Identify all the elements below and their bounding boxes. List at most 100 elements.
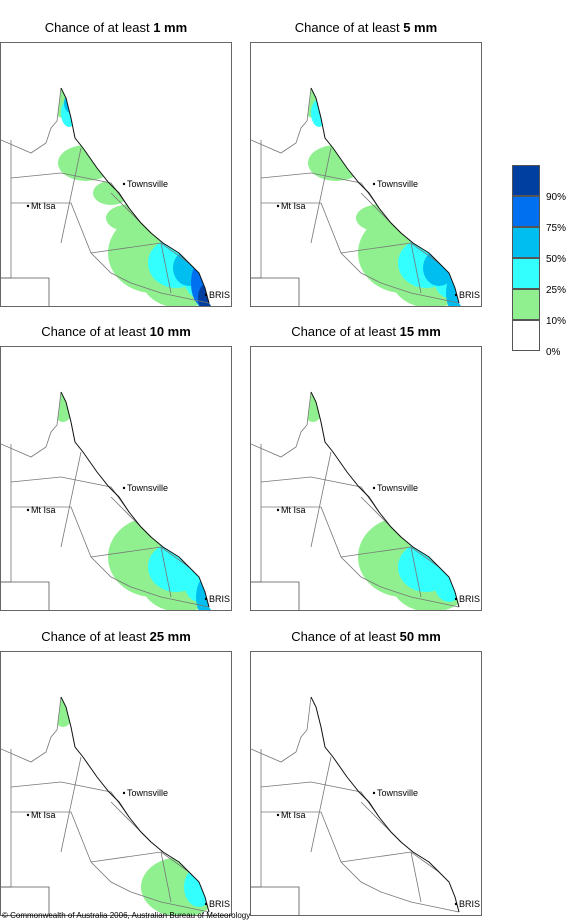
- district-boundary: [410, 242, 422, 294]
- district-boundary: [10, 781, 130, 818]
- district-boundary: [11, 202, 210, 304]
- district-boundary: [260, 476, 380, 513]
- inset-box: [251, 886, 300, 915]
- townsville-label: Townsville: [127, 788, 168, 798]
- probability-area: [64, 93, 78, 113]
- mt-isa-label: Mt Isa: [31, 505, 56, 515]
- district-boundary: [251, 391, 312, 458]
- district-boundary: [261, 202, 460, 304]
- brisbane-label: BRIS: [209, 899, 230, 909]
- brisbane-label: BRIS: [209, 594, 230, 604]
- district-boundary: [1, 696, 62, 763]
- district-boundary: [310, 756, 332, 853]
- district-boundary: [310, 451, 332, 548]
- legend-swatch-90: [512, 165, 540, 196]
- panel-title: Chance of at least 50 mm: [291, 629, 441, 644]
- mt-isa-label: Mt Isa: [31, 201, 56, 211]
- district-boundary: [260, 781, 380, 818]
- town-marker: [276, 813, 280, 817]
- inset-box: [251, 581, 300, 610]
- district-boundary: [260, 172, 380, 209]
- district-boundary: [340, 851, 440, 873]
- district-boundary: [251, 696, 312, 763]
- district-boundary: [410, 546, 422, 598]
- town-marker: [122, 791, 126, 795]
- town-marker: [372, 486, 376, 490]
- town-marker: [122, 486, 126, 490]
- panel-title: Chance of at least 15 mm: [291, 324, 441, 339]
- townsville-label: Townsville: [127, 179, 168, 189]
- brisbane-label: BRIS: [459, 594, 480, 604]
- district-boundary: [11, 811, 210, 913]
- panel-title: Chance of at least 1 mm: [44, 20, 188, 35]
- rainfall-probability-shading: [53, 697, 211, 915]
- rainfall-probability-shading: [303, 88, 461, 306]
- rainfall-map: Townsville Mt Isa BRIS: [0, 42, 232, 307]
- town-marker: [122, 182, 126, 186]
- town-marker: [204, 293, 208, 297]
- district-boundary: [60, 756, 82, 853]
- inset-box: [1, 886, 50, 915]
- panel-title: Chance of at least 25 mm: [41, 629, 191, 644]
- brisbane-label: BRIS: [459, 290, 480, 300]
- district-boundary: [160, 242, 172, 294]
- district-boundary: [60, 451, 82, 548]
- map-svg: Townsville Mt Isa BRIS: [251, 391, 480, 610]
- panel-title: Chance of at least 10 mm: [41, 324, 191, 339]
- map-svg: Townsville Mt Isa BRIS: [251, 696, 480, 915]
- legend-label-25: 25%: [546, 285, 567, 296]
- rainfall-probability-shading: [303, 392, 461, 610]
- townsville-label: Townsville: [377, 788, 418, 798]
- district-boundary: [1, 87, 62, 154]
- map-svg: Townsville Mt Isa BRIS: [1, 87, 230, 306]
- mt-isa-label: Mt Isa: [281, 201, 306, 211]
- town-marker: [276, 508, 280, 512]
- inset-box: [1, 277, 50, 306]
- town-marker: [204, 902, 208, 906]
- panel-title: Chance of at least 5 mm: [294, 20, 438, 35]
- map-svg: Townsville Mt Isa BRIS: [1, 696, 230, 915]
- town-marker: [26, 508, 30, 512]
- rainfall-map: Townsville Mt Isa BRIS: [250, 346, 482, 611]
- town-marker: [204, 597, 208, 601]
- town-marker: [372, 791, 376, 795]
- town-marker: [454, 293, 458, 297]
- mt-isa-label: Mt Isa: [281, 505, 306, 515]
- legend-swatch-75: [512, 196, 540, 227]
- brisbane-label: BRIS: [209, 290, 230, 300]
- district-boundary: [160, 851, 172, 903]
- townsville-label: Townsville: [377, 179, 418, 189]
- brisbane-label: BRIS: [459, 899, 480, 909]
- town-marker: [26, 813, 30, 817]
- district-boundary: [251, 87, 312, 154]
- probability-area: [311, 99, 327, 127]
- rainfall-map: Townsville Mt Isa BRIS: [250, 651, 482, 916]
- coastline: [310, 391, 460, 608]
- town-marker: [372, 182, 376, 186]
- coastline: [60, 87, 210, 304]
- district-boundary: [261, 506, 460, 608]
- legend-swatch-0: [512, 320, 540, 351]
- legend-label-0: 0%: [546, 347, 561, 358]
- district-boundary: [410, 851, 422, 903]
- legend-label-90: 90%: [546, 192, 567, 203]
- rainfall-probability-shading: [53, 392, 211, 610]
- district-boundary: [10, 476, 130, 513]
- legend-swatch-25: [512, 258, 540, 289]
- map-svg: Townsville Mt Isa BRIS: [251, 87, 480, 306]
- legend-label-50: 50%: [546, 254, 567, 265]
- legend-swatch-50: [512, 227, 540, 258]
- probability-area: [308, 145, 364, 181]
- coastline: [310, 696, 460, 913]
- townsville-label: Townsville: [127, 483, 168, 493]
- coastline: [310, 87, 460, 304]
- coastline: [60, 696, 210, 913]
- map-svg: Townsville Mt Isa BRIS: [1, 391, 230, 610]
- town-marker: [454, 597, 458, 601]
- probability-area: [61, 99, 77, 127]
- probability-area: [58, 145, 114, 181]
- district-boundary: [261, 811, 460, 913]
- district-boundary: [310, 147, 332, 244]
- town-marker: [26, 204, 30, 208]
- coastline: [60, 391, 210, 608]
